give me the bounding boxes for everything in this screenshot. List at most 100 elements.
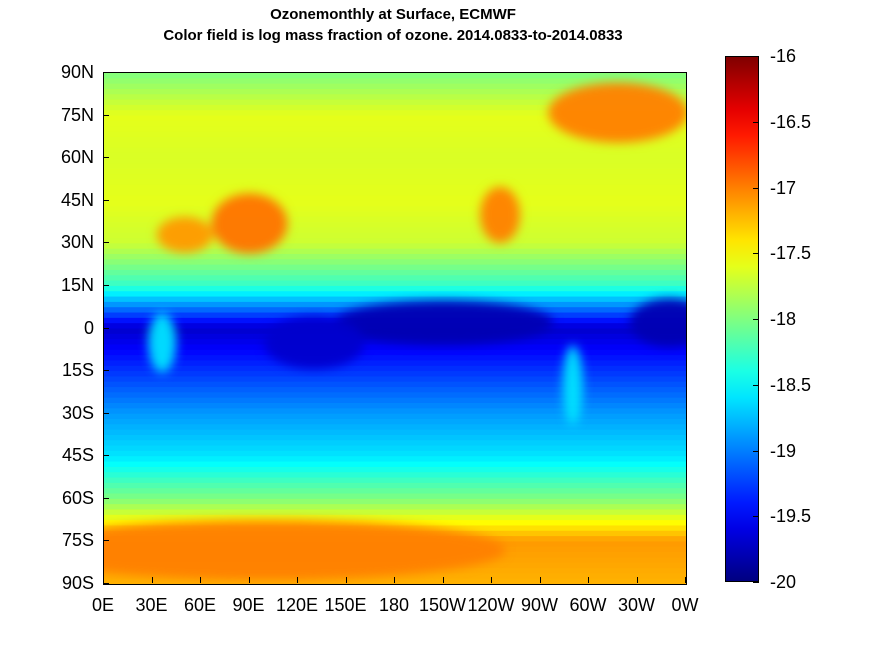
- x-tick-label: 90E: [232, 595, 265, 615]
- zonal-band-cell: [104, 94, 686, 101]
- x-tick-mark: [588, 577, 589, 583]
- zonal-band-cell: [104, 509, 686, 516]
- y-tick-label: 75S: [61, 530, 94, 551]
- zonal-band-cell: [104, 99, 686, 106]
- zonal-band-cell: [104, 376, 686, 383]
- zonal-band-cell: [104, 216, 686, 223]
- heatmap-field: [104, 73, 686, 584]
- zonal-band-cell: [104, 456, 686, 463]
- zonal-band-cell: [104, 403, 686, 409]
- feature-middle-east: [156, 216, 213, 253]
- y-tick-label: 90N: [60, 62, 94, 82]
- colorbar-tick-label: -17: [770, 177, 797, 198]
- x-tick-label: 120E: [275, 595, 319, 615]
- y-tick-mark: [103, 114, 109, 116]
- zonal-band-cell: [104, 488, 686, 495]
- zonal-band-cell: [104, 275, 686, 282]
- zonal-band-cell: [104, 179, 686, 186]
- colorbar-tick-mark: [753, 450, 759, 452]
- chart-subtitle: Color field is log mass fraction of ozon…: [163, 27, 623, 44]
- x-tick-label: 180: [378, 595, 410, 615]
- x-tick-mark: [442, 577, 444, 583]
- feature-central-pacific-minimum: [333, 300, 554, 345]
- feature-east-africa-highlands: [148, 312, 177, 373]
- zonal-band-cell: [104, 472, 686, 479]
- colorbar-tick-mark: [753, 253, 759, 255]
- y-tick-label: 90S: [61, 573, 94, 593]
- colorbar-tick-label: -20: [770, 572, 797, 592]
- zonal-band-cell: [104, 184, 686, 191]
- y-tick-mark: [103, 157, 109, 159]
- zonal-band-cell: [104, 413, 686, 420]
- y-tick-mark: [103, 72, 109, 73]
- heatmap-plot-area: [103, 72, 687, 585]
- zonal-band-cell: [104, 78, 686, 85]
- zonal-band-cell: [104, 269, 686, 276]
- x-tick-label: 150E: [324, 595, 367, 615]
- feature-maritime-continent-minimum: [264, 316, 365, 369]
- y-tick-label: 30S: [61, 402, 94, 423]
- zonal-band-cell: [104, 206, 686, 212]
- y-tick-mark: [103, 242, 109, 244]
- x-tick-label: 150W: [418, 595, 467, 615]
- feature-tibetan-plateau: [211, 193, 288, 254]
- zonal-band-cell: [104, 429, 686, 436]
- y-tick-mark: [103, 327, 109, 329]
- zonal-band-cell: [104, 381, 686, 388]
- chart-title: Ozonemonthly at Surface, ECMWF: [270, 6, 516, 23]
- zonal-band-cell: [104, 248, 686, 255]
- x-tick-mark: [539, 577, 541, 583]
- zonal-band-cell: [104, 110, 686, 117]
- y-tick-mark: [103, 583, 109, 584]
- x-tick-mark: [491, 577, 492, 583]
- colorbar-tick-label: -19.5: [770, 506, 812, 527]
- zonal-band-cell: [104, 578, 686, 584]
- y-tick-mark: [103, 497, 109, 499]
- zonal-band-cell: [104, 83, 686, 90]
- zonal-band-cell: [104, 573, 686, 580]
- zonal-band-cell: [104, 498, 686, 505]
- y-tick-mark: [103, 199, 109, 201]
- zonal-band-cell: [104, 259, 686, 266]
- zonal-band-cell: [104, 190, 686, 197]
- y-tick-mark: [103, 540, 109, 542]
- zonal-band-cell: [104, 387, 686, 393]
- feature-tropical-atlantic-minimum: [629, 298, 686, 347]
- x-tick-label: 30W: [617, 595, 656, 615]
- zonal-band-cell: [104, 142, 686, 149]
- zonal-band-cell: [104, 504, 686, 511]
- y-tick-label: 60N: [60, 147, 94, 168]
- zonal-band-cell: [104, 418, 686, 425]
- x-tick-mark: [685, 577, 686, 583]
- zonal-band-cell: [104, 285, 686, 292]
- colorbar-tick-label: -18.5: [770, 374, 812, 395]
- zonal-band-cell: [104, 264, 686, 271]
- colorbar-tick-label: -16.5: [770, 111, 812, 132]
- colorbar-tick-mark: [753, 516, 759, 518]
- zonal-band-cell: [104, 104, 686, 111]
- y-tick-label: 75N: [60, 104, 94, 125]
- colorbar-tick-mark: [753, 582, 759, 583]
- zonal-band-cell: [104, 147, 686, 154]
- zonal-band-cell: [104, 349, 686, 356]
- y-tick-label: 45N: [60, 189, 94, 210]
- zonal-band-cell: [104, 514, 686, 521]
- feature-antarctica: [104, 519, 506, 580]
- y-tick-label: 15N: [60, 274, 94, 295]
- zonal-band-cell: [104, 355, 686, 362]
- zonal-band-cell: [104, 424, 686, 431]
- zonal-band-cell: [104, 174, 686, 181]
- y-tick-label: 15S: [61, 360, 94, 381]
- feature-andes: [562, 345, 583, 426]
- feature-greenland: [548, 82, 686, 143]
- zonal-band-cell: [104, 227, 686, 234]
- zonal-band-cell: [104, 238, 686, 244]
- x-tick-label: 0W: [671, 595, 699, 615]
- zonal-band-cell: [104, 280, 686, 287]
- x-tick-mark: [151, 577, 153, 583]
- zonal-band-cell: [104, 493, 686, 500]
- zonal-band-cell: [104, 158, 686, 165]
- zonal-band-cell: [104, 291, 686, 298]
- zonal-band-cell: [104, 73, 686, 79]
- zonal-band-cell: [104, 466, 686, 473]
